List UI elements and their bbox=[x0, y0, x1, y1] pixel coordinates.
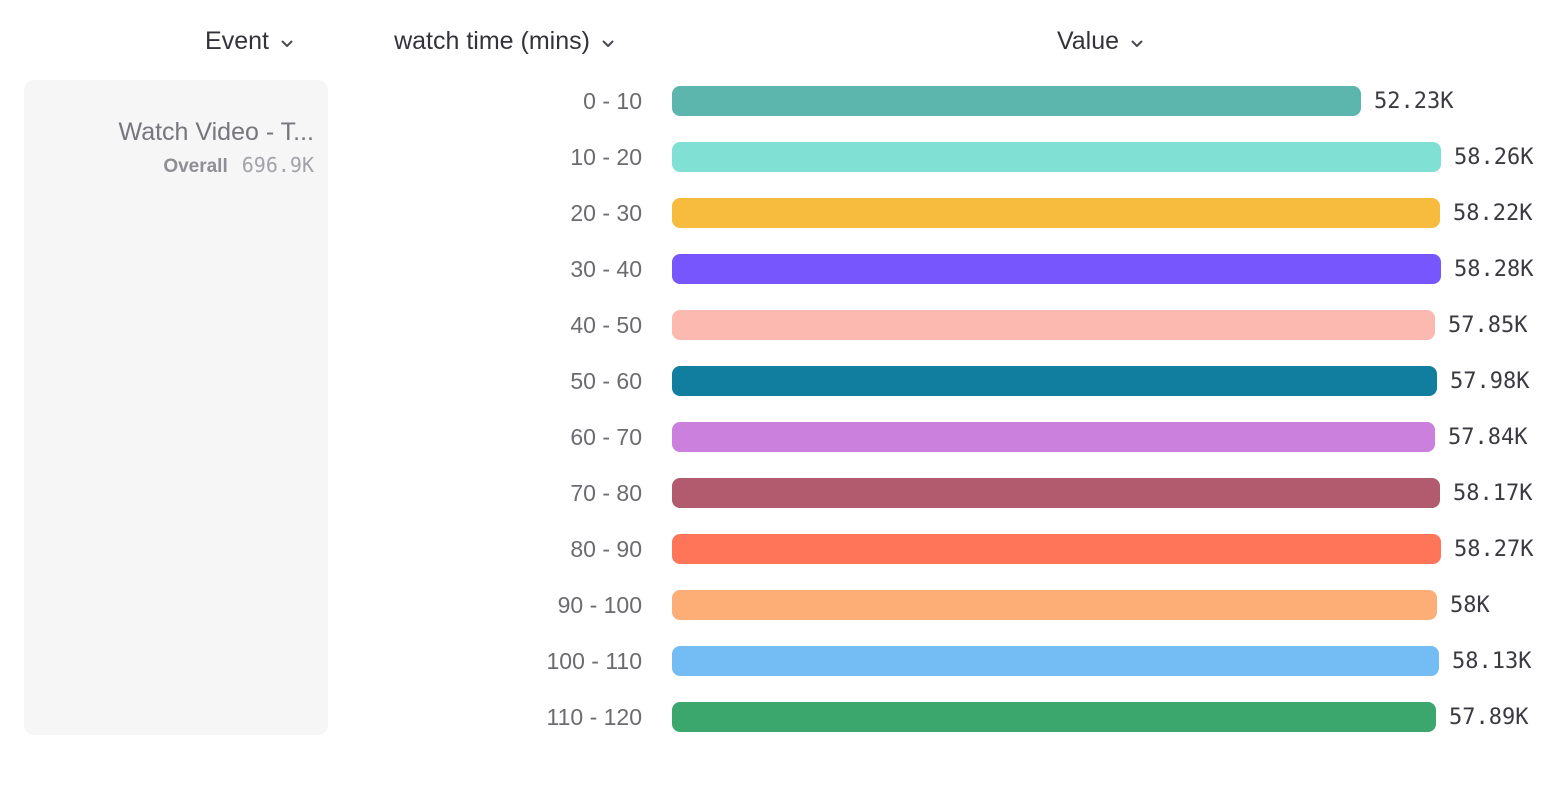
bar-value: 58.22K bbox=[1453, 200, 1533, 226]
bar-value: 58.28K bbox=[1454, 256, 1534, 282]
chart-row: 100 - 110 58.13K bbox=[0, 646, 1568, 676]
bar-value: 58K bbox=[1450, 592, 1490, 618]
bucket-label: 40 - 50 bbox=[570, 311, 642, 338]
event-column-label: Event bbox=[205, 27, 269, 55]
bar-value: 57.98K bbox=[1450, 368, 1530, 394]
event-card[interactable]: Watch Video - T... Overall 696.9K bbox=[24, 80, 328, 735]
chart-row: 30 - 40 58.28K bbox=[0, 254, 1568, 284]
chart-row: 90 - 100 58K bbox=[0, 590, 1568, 620]
chart-row: 80 - 90 58.27K bbox=[0, 534, 1568, 564]
chart-row: 110 - 120 57.89K bbox=[0, 702, 1568, 732]
bar-segment[interactable] bbox=[672, 590, 1437, 620]
bucket-label: 110 - 120 bbox=[546, 703, 642, 730]
event-overall-row: Overall 696.9K bbox=[38, 153, 314, 178]
chart-row: 20 - 30 58.22K bbox=[0, 198, 1568, 228]
chevron-down-icon bbox=[279, 36, 295, 52]
bar-value: 58.17K bbox=[1453, 480, 1533, 506]
bucket-label: 80 - 90 bbox=[570, 535, 642, 562]
bar-segment[interactable] bbox=[672, 534, 1441, 564]
bar-segment[interactable] bbox=[672, 478, 1440, 508]
bar-segment[interactable] bbox=[672, 646, 1439, 676]
bar-segment[interactable] bbox=[672, 254, 1441, 284]
bucket-label: 10 - 20 bbox=[570, 143, 642, 170]
bucket-label: 60 - 70 bbox=[570, 423, 642, 450]
chart-row: 0 - 10 52.23K bbox=[0, 86, 1568, 116]
bucket-label: 20 - 30 bbox=[570, 199, 642, 226]
bar-value: 58.27K bbox=[1454, 536, 1534, 562]
bar-value: 52.23K bbox=[1374, 88, 1454, 114]
bar-value: 57.84K bbox=[1448, 424, 1528, 450]
chart-row: 50 - 60 57.98K bbox=[0, 366, 1568, 396]
bar-value: 58.26K bbox=[1454, 144, 1534, 170]
chart-row: 70 - 80 58.17K bbox=[0, 478, 1568, 508]
bar-segment[interactable] bbox=[672, 86, 1361, 116]
chart-row: 10 - 20 58.26K bbox=[0, 142, 1568, 172]
chart-rows: 0 - 10 52.23K 10 - 20 58.26K 20 - 30 58.22K 30… bbox=[0, 86, 1568, 758]
bucket-label: 50 - 60 bbox=[570, 367, 642, 394]
bucket-label: 0 - 10 bbox=[583, 87, 642, 114]
bar-segment[interactable] bbox=[672, 366, 1437, 396]
bar-segment[interactable] bbox=[672, 142, 1441, 172]
bucket-label: 90 - 100 bbox=[557, 591, 642, 618]
bar-value: 57.89K bbox=[1449, 704, 1529, 730]
chevron-down-icon bbox=[600, 36, 616, 52]
breakdown-column-picker[interactable]: watch time (mins) bbox=[394, 27, 616, 56]
bar-segment[interactable] bbox=[672, 422, 1435, 452]
chart-row: 60 - 70 57.84K bbox=[0, 422, 1568, 452]
overall-value: 696.9K bbox=[241, 153, 314, 177]
event-column-picker[interactable]: Event bbox=[205, 27, 295, 56]
bucket-label: 100 - 110 bbox=[546, 647, 642, 674]
chart-row: 40 - 50 57.85K bbox=[0, 310, 1568, 340]
bar-segment[interactable] bbox=[672, 198, 1440, 228]
bar-segment[interactable] bbox=[672, 310, 1435, 340]
value-column-picker[interactable]: Value bbox=[1057, 27, 1145, 56]
bucket-label: 30 - 40 bbox=[570, 255, 642, 282]
breakdown-column-label: watch time (mins) bbox=[394, 27, 590, 55]
bucket-label: 70 - 80 bbox=[570, 479, 642, 506]
bar-value: 58.13K bbox=[1452, 648, 1532, 674]
bar-value: 57.85K bbox=[1448, 312, 1528, 338]
value-column-label: Value bbox=[1056, 27, 1120, 55]
overall-label: Overall bbox=[163, 156, 228, 177]
chevron-down-icon bbox=[1129, 36, 1145, 52]
bar-segment[interactable] bbox=[672, 702, 1436, 732]
event-name: Watch Video - T... bbox=[118, 118, 314, 146]
